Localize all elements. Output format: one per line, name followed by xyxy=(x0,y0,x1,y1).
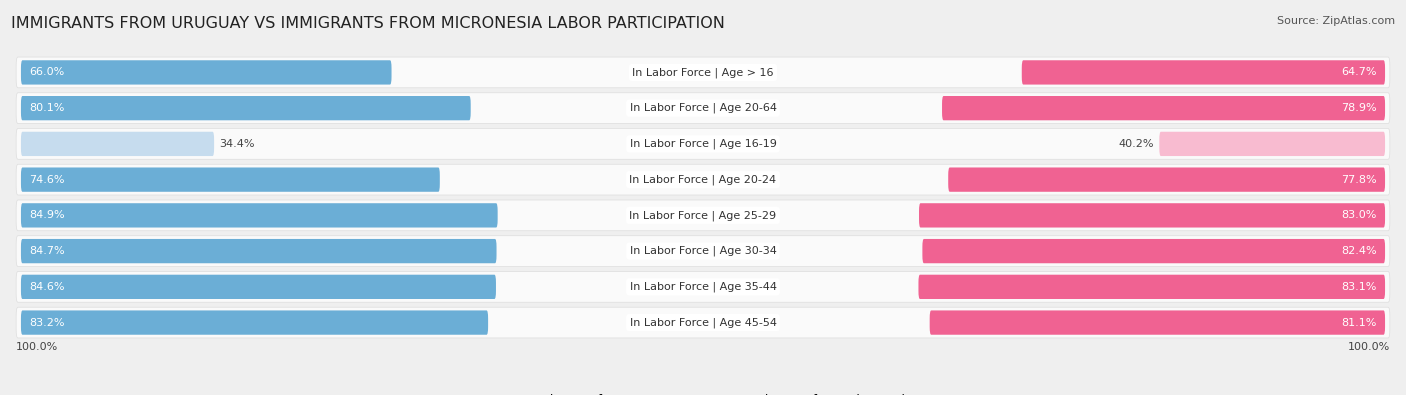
FancyBboxPatch shape xyxy=(21,167,440,192)
FancyBboxPatch shape xyxy=(918,275,1385,299)
Text: 83.2%: 83.2% xyxy=(30,318,65,327)
Text: 74.6%: 74.6% xyxy=(30,175,65,184)
Text: IMMIGRANTS FROM URUGUAY VS IMMIGRANTS FROM MICRONESIA LABOR PARTICIPATION: IMMIGRANTS FROM URUGUAY VS IMMIGRANTS FR… xyxy=(11,16,725,31)
Text: 84.6%: 84.6% xyxy=(30,282,65,292)
Text: 83.1%: 83.1% xyxy=(1341,282,1376,292)
Text: 100.0%: 100.0% xyxy=(15,342,59,352)
FancyBboxPatch shape xyxy=(920,203,1385,228)
Text: 78.9%: 78.9% xyxy=(1341,103,1376,113)
FancyBboxPatch shape xyxy=(929,310,1385,335)
FancyBboxPatch shape xyxy=(21,132,214,156)
FancyBboxPatch shape xyxy=(15,128,1391,159)
Text: 100.0%: 100.0% xyxy=(1347,342,1391,352)
Text: 83.0%: 83.0% xyxy=(1341,211,1376,220)
Text: 81.1%: 81.1% xyxy=(1341,318,1376,327)
FancyBboxPatch shape xyxy=(21,275,496,299)
Text: 84.7%: 84.7% xyxy=(30,246,65,256)
Text: In Labor Force | Age 16-19: In Labor Force | Age 16-19 xyxy=(630,139,776,149)
Text: 34.4%: 34.4% xyxy=(219,139,254,149)
FancyBboxPatch shape xyxy=(15,200,1391,231)
Text: 40.2%: 40.2% xyxy=(1118,139,1154,149)
Legend: Immigrants from Uruguay, Immigrants from Micronesia: Immigrants from Uruguay, Immigrants from… xyxy=(494,394,912,395)
FancyBboxPatch shape xyxy=(21,239,496,263)
Text: In Labor Force | Age 45-54: In Labor Force | Age 45-54 xyxy=(630,317,776,328)
FancyBboxPatch shape xyxy=(15,271,1391,302)
FancyBboxPatch shape xyxy=(21,310,488,335)
Text: In Labor Force | Age 25-29: In Labor Force | Age 25-29 xyxy=(630,210,776,221)
Text: In Labor Force | Age 30-34: In Labor Force | Age 30-34 xyxy=(630,246,776,256)
Text: In Labor Force | Age > 16: In Labor Force | Age > 16 xyxy=(633,67,773,78)
FancyBboxPatch shape xyxy=(15,164,1391,195)
FancyBboxPatch shape xyxy=(21,96,471,120)
Text: 84.9%: 84.9% xyxy=(30,211,65,220)
Text: 80.1%: 80.1% xyxy=(30,103,65,113)
FancyBboxPatch shape xyxy=(1022,60,1385,85)
Text: 66.0%: 66.0% xyxy=(30,68,65,77)
FancyBboxPatch shape xyxy=(15,93,1391,124)
FancyBboxPatch shape xyxy=(922,239,1385,263)
FancyBboxPatch shape xyxy=(21,60,391,85)
FancyBboxPatch shape xyxy=(21,203,498,228)
Text: 82.4%: 82.4% xyxy=(1341,246,1376,256)
Text: In Labor Force | Age 35-44: In Labor Force | Age 35-44 xyxy=(630,282,776,292)
Text: In Labor Force | Age 20-64: In Labor Force | Age 20-64 xyxy=(630,103,776,113)
Text: In Labor Force | Age 20-24: In Labor Force | Age 20-24 xyxy=(630,174,776,185)
FancyBboxPatch shape xyxy=(948,167,1385,192)
FancyBboxPatch shape xyxy=(15,307,1391,338)
Text: 77.8%: 77.8% xyxy=(1341,175,1376,184)
Text: 64.7%: 64.7% xyxy=(1341,68,1376,77)
FancyBboxPatch shape xyxy=(15,57,1391,88)
FancyBboxPatch shape xyxy=(1160,132,1385,156)
FancyBboxPatch shape xyxy=(15,236,1391,267)
FancyBboxPatch shape xyxy=(942,96,1385,120)
Text: Source: ZipAtlas.com: Source: ZipAtlas.com xyxy=(1277,16,1395,26)
